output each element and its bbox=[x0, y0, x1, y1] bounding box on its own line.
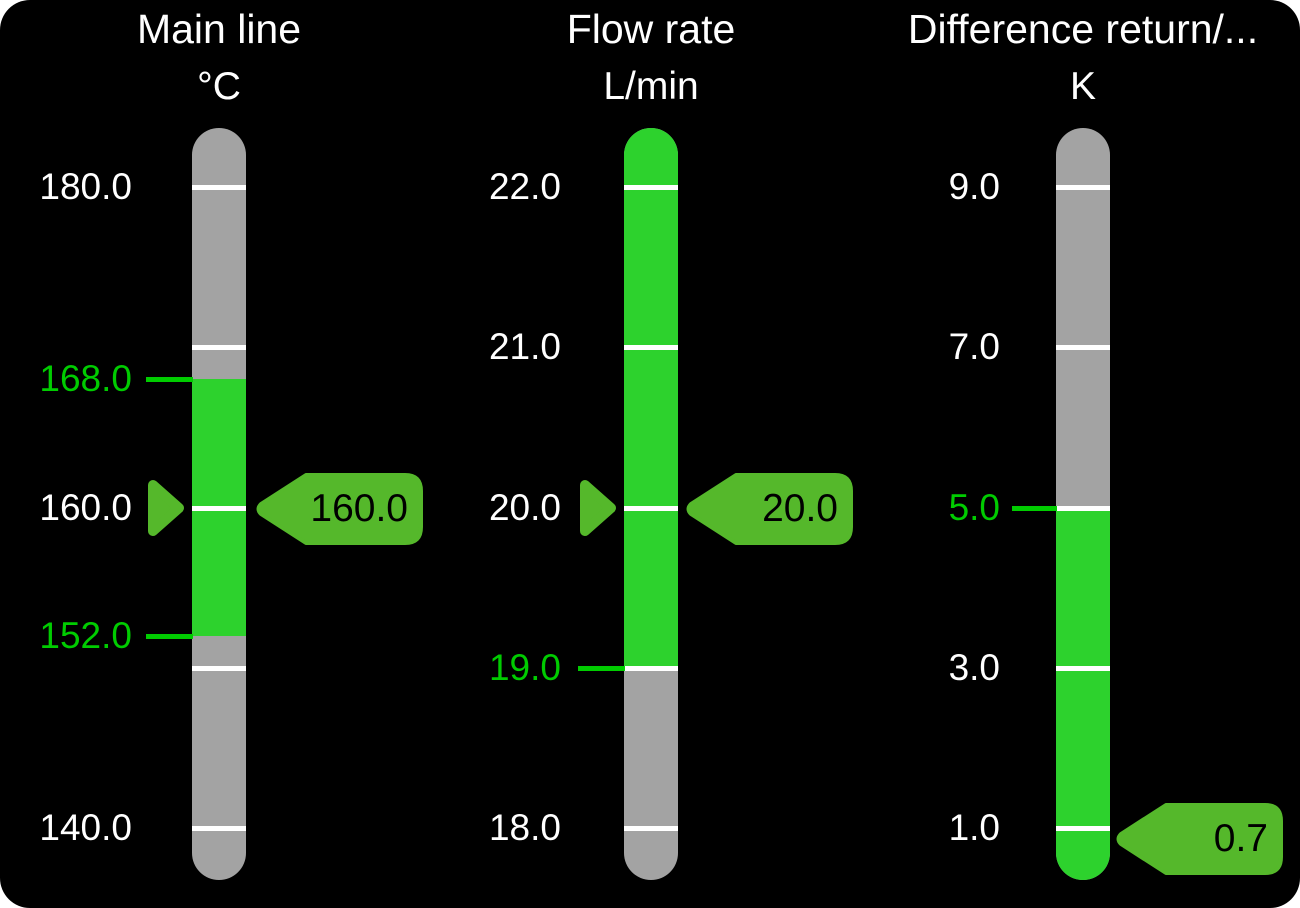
scale-label: 21.0 bbox=[488, 326, 561, 367]
high-limit-line bbox=[146, 377, 193, 382]
gauge-unit: K bbox=[1069, 65, 1096, 108]
value-tag: 20.0 bbox=[682, 472, 854, 546]
high-limit-line bbox=[1012, 506, 1057, 511]
scale-label: 7.0 bbox=[948, 326, 1000, 367]
gauge-title: Difference return/... bbox=[907, 6, 1259, 52]
in-range-zone bbox=[624, 128, 678, 668]
scale-label: 3.0 bbox=[948, 647, 1000, 688]
scale-tick bbox=[1056, 345, 1110, 350]
scale-tick bbox=[192, 666, 246, 671]
scale-label: 9.0 bbox=[948, 166, 1000, 207]
scale-tick bbox=[192, 185, 246, 190]
gauge-bar bbox=[624, 128, 678, 880]
low-limit-label: 152.0 bbox=[39, 615, 132, 656]
value-pointer-icon bbox=[578, 477, 618, 539]
gauge-title: Flow rate bbox=[566, 6, 736, 52]
scale-tick-value-line bbox=[192, 506, 246, 511]
scale-label: 140.0 bbox=[39, 807, 132, 848]
value-tag: 160.0 bbox=[252, 472, 424, 546]
scale-tick bbox=[1056, 506, 1110, 511]
low-limit-label: 19.0 bbox=[488, 647, 561, 688]
high-limit-label: 5.0 bbox=[948, 487, 1000, 528]
gauge-unit: L/min bbox=[603, 65, 699, 108]
value-pointer-icon bbox=[146, 477, 186, 539]
scale-tick-value-line bbox=[624, 506, 678, 511]
scale-tick bbox=[624, 185, 678, 190]
value-tag-text: 0.7 bbox=[1213, 817, 1268, 860]
gauge-title: Main line bbox=[136, 6, 302, 52]
gauge-bar bbox=[1056, 128, 1110, 880]
in-range-zone bbox=[1056, 508, 1110, 880]
value-tag-text: 160.0 bbox=[310, 487, 408, 530]
high-limit-label: 168.0 bbox=[39, 358, 132, 399]
scale-tick bbox=[624, 345, 678, 350]
scale-tick bbox=[1056, 185, 1110, 190]
low-limit-line bbox=[578, 666, 625, 671]
value-tag: 0.7 bbox=[1112, 802, 1284, 876]
scale-tick bbox=[624, 826, 678, 831]
value-tag-text: 20.0 bbox=[762, 487, 838, 530]
scale-label: 22.0 bbox=[488, 166, 561, 207]
low-limit-line bbox=[146, 634, 193, 639]
gauge-bar bbox=[192, 128, 246, 880]
gauge-unit: °C bbox=[197, 65, 241, 108]
scale-tick bbox=[1056, 826, 1110, 831]
scale-tick bbox=[192, 826, 246, 831]
scale-tick bbox=[624, 666, 678, 671]
scale-label: 160.0 bbox=[39, 487, 132, 528]
scale-label: 20.0 bbox=[488, 487, 561, 528]
scale-tick bbox=[1056, 666, 1110, 671]
scale-label: 18.0 bbox=[488, 807, 561, 848]
scale-tick bbox=[192, 345, 246, 350]
scale-label: 180.0 bbox=[39, 166, 132, 207]
scale-label: 1.0 bbox=[948, 807, 1000, 848]
